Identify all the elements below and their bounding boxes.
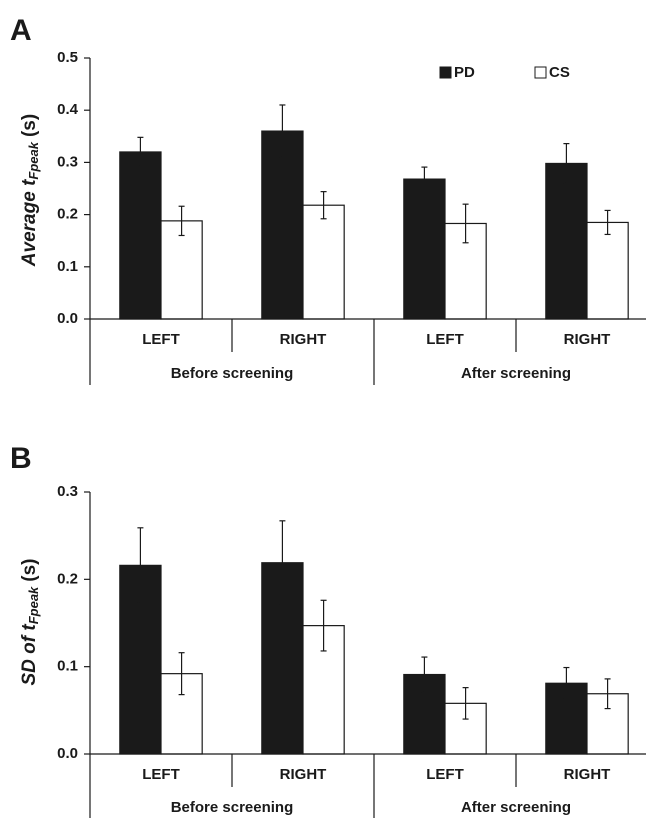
x-tick-label: LEFT	[142, 331, 180, 348]
x-tick-label: RIGHT	[280, 766, 327, 783]
y-label-unit: (s)	[19, 114, 40, 137]
y-tick-label: 0.0	[57, 310, 78, 327]
bar	[403, 178, 446, 320]
x-tick-label: LEFT	[426, 331, 464, 348]
legend-label: CS	[549, 64, 570, 81]
legend-swatch	[439, 66, 452, 79]
y-tick-label: 0.0	[57, 745, 78, 762]
y-label-sub: Fpeak	[26, 586, 41, 624]
y-tick-label: 0.4	[57, 101, 79, 118]
x-tick-label: RIGHT	[564, 766, 611, 783]
y-label-main: SD of t	[19, 624, 40, 686]
panel-label: A	[10, 14, 32, 47]
x-tick-label: RIGHT	[280, 331, 327, 348]
group-label: After screening	[461, 365, 571, 382]
bar	[586, 221, 629, 320]
x-tick-label: LEFT	[426, 766, 464, 783]
bar	[119, 151, 162, 320]
y-tick-label: 0.5	[57, 49, 78, 66]
group-label: Before screening	[171, 365, 294, 382]
legend-swatch	[534, 66, 547, 79]
y-axis-label: Average tFpeak (s)	[19, 114, 41, 267]
y-label-sub: Fpeak	[26, 141, 41, 179]
group-label: After screening	[461, 799, 571, 816]
y-tick-label: 0.3	[57, 153, 78, 170]
y-label-main: Average t	[19, 179, 40, 267]
bar	[302, 204, 345, 320]
y-label-unit: (s)	[19, 558, 40, 581]
x-tick-label: RIGHT	[564, 331, 611, 348]
x-tick-label: LEFT	[142, 766, 180, 783]
y-tick-label: 0.3	[57, 483, 78, 500]
legend-label: PD	[454, 64, 475, 81]
panel-label: B	[10, 442, 32, 475]
y-axis-label: SD of tFpeak (s)	[19, 558, 41, 685]
bar	[545, 162, 588, 320]
y-tick-label: 0.2	[57, 206, 78, 223]
y-tick-label: 0.2	[57, 570, 78, 587]
y-tick-label: 0.1	[57, 658, 78, 675]
bar	[261, 130, 304, 320]
group-label: Before screening	[171, 799, 294, 816]
y-tick-label: 0.1	[57, 258, 78, 275]
